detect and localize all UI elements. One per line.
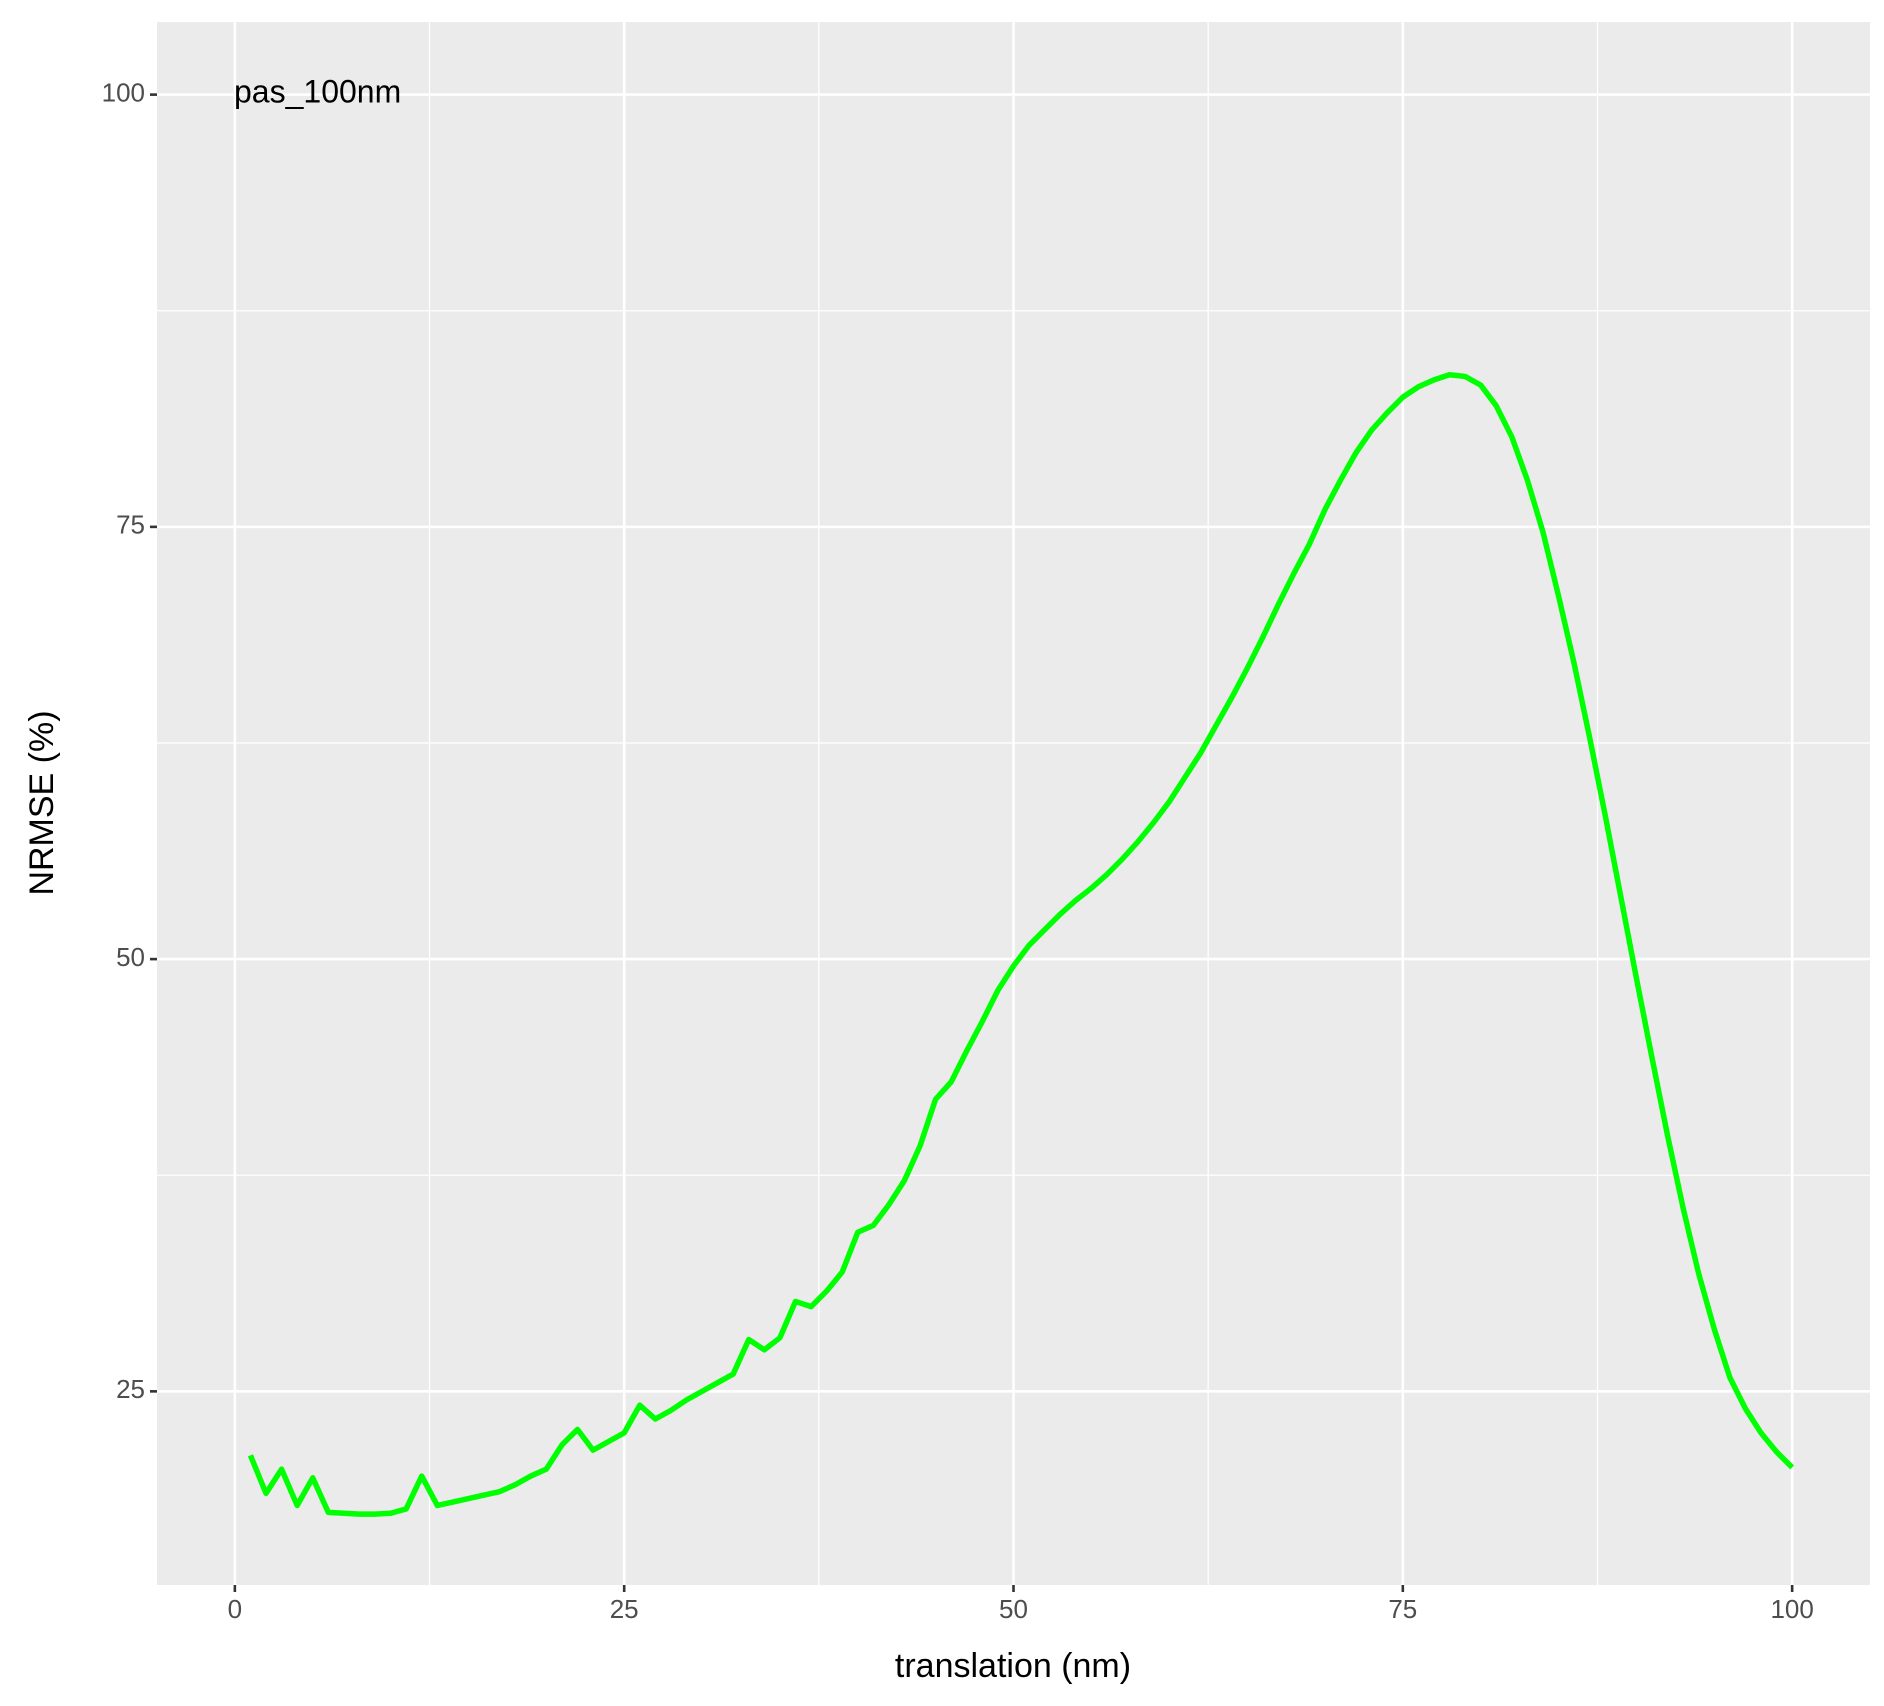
x-tick-label: 50 bbox=[999, 1594, 1028, 1624]
x-tick-label: 100 bbox=[1770, 1594, 1813, 1624]
y-tick-label: 75 bbox=[116, 510, 145, 540]
annotation: pas_100nm bbox=[234, 73, 401, 109]
plot-area bbox=[247, 371, 1795, 1517]
y-axis-title: NRMSE (%) bbox=[23, 710, 61, 895]
x-tick-label: 0 bbox=[228, 1594, 242, 1624]
line bbox=[247, 371, 1795, 1517]
x-tick-label: 25 bbox=[610, 1594, 639, 1624]
x-axis-title: translation (nm) bbox=[895, 1647, 1131, 1685]
y-tick-label: 100 bbox=[102, 77, 145, 107]
y-tick-label: 25 bbox=[116, 1374, 145, 1404]
x-tick-label: 75 bbox=[1388, 1594, 1417, 1624]
y-tick-label: 50 bbox=[116, 942, 145, 972]
grid bbox=[157, 22, 1870, 1585]
